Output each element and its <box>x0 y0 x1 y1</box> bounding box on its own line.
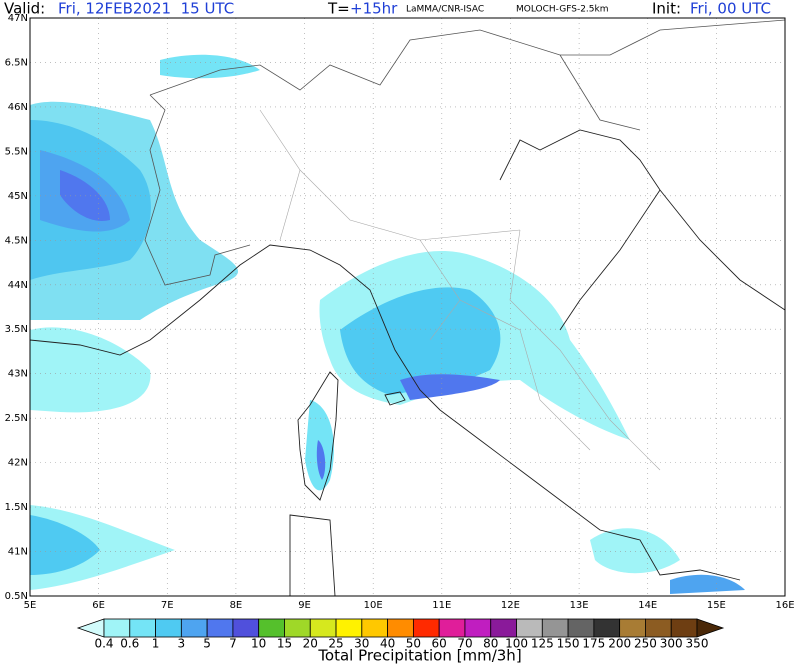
colorbar-label: 175 <box>582 637 605 651</box>
colorbar-label: 3 <box>178 637 186 651</box>
colorbar-box <box>541 618 569 638</box>
lat-label: 4.5N <box>5 235 28 246</box>
colorbar-label: 80 <box>483 637 498 651</box>
colorbar-box <box>670 618 698 638</box>
lat-label: 42N <box>8 458 28 469</box>
colorbar: 0.4 0.6 1 3 5 7 10 15 20 25 30 40 50 60 70 80 100 125 150 1… <box>76 618 725 651</box>
colorbar-label: 250 <box>634 637 657 651</box>
colorbar-label: 15 <box>277 637 292 651</box>
institute: LaMMA/CNR-ISAC <box>406 5 484 15</box>
map <box>29 17 786 597</box>
lat-label: 0.5N <box>5 591 28 602</box>
colorbar-label: 100 <box>505 637 528 651</box>
lat-label: 43N <box>8 369 28 380</box>
colorbar-label: 70 <box>457 637 472 651</box>
colorbar-box <box>490 618 517 638</box>
colorbar-box <box>412 618 440 638</box>
lat-label: 1.5N <box>5 502 28 513</box>
colorbar-box <box>593 618 621 638</box>
colorbar-label: 150 <box>557 637 580 651</box>
lon-label: 10E <box>364 600 383 611</box>
colorbar-box <box>206 618 234 638</box>
colorbar-box <box>103 618 131 638</box>
colorbar-box <box>387 618 414 638</box>
corsica <box>297 371 339 501</box>
lon-label: 13E <box>570 600 589 611</box>
colorbar-box <box>309 618 337 638</box>
colorbar-label: 1 <box>152 637 160 651</box>
colorbar-label: 40 <box>380 637 395 651</box>
colorbar-box <box>645 618 672 638</box>
lat-label: 45N <box>8 191 28 202</box>
lat-label: 3.5N <box>5 324 28 335</box>
colorbar-box <box>567 618 595 638</box>
colorbar-box <box>438 618 466 638</box>
valid-time: Fri, 12FEB2021 15 UTC <box>58 0 234 18</box>
region-border <box>259 109 661 471</box>
country-border <box>144 19 786 286</box>
colorbar-box <box>284 618 311 638</box>
colorbar-box <box>361 618 389 638</box>
colorbar-box <box>619 618 646 638</box>
colorbar-label: 7 <box>229 637 237 651</box>
lon-label: 16E <box>775 600 794 611</box>
lead-time: +15hr <box>350 0 398 18</box>
graticule <box>30 18 785 596</box>
init-time: Fri, 00 UTC <box>690 0 771 18</box>
colorbar-low-triangle <box>76 618 105 638</box>
lon-label: 14E <box>638 600 657 611</box>
coastline <box>29 129 786 581</box>
lat-label: 46N <box>8 102 28 113</box>
lat-label: 5.5N <box>5 146 28 157</box>
lon-label: 11E <box>432 600 451 611</box>
colorbar-label: 5 <box>203 637 211 651</box>
colorbar-label: 0.6 <box>120 637 139 651</box>
lon-label: 15E <box>707 600 726 611</box>
colorbar-label: 60 <box>432 637 447 651</box>
lon-label: 9E <box>298 600 311 611</box>
colorbar-label: 200 <box>608 637 631 651</box>
colorbar-box <box>516 618 543 638</box>
lat-label: 47N <box>8 13 28 24</box>
colorbar-label: 30 <box>354 637 369 651</box>
colorbar-high-triangle <box>696 618 725 638</box>
lead-label: T= <box>327 0 350 18</box>
colorbar-label: 50 <box>406 637 421 651</box>
precipitation-field <box>30 54 745 594</box>
colorbar-label: 125 <box>531 637 554 651</box>
colorbar-label: 25 <box>328 637 343 651</box>
colorbar-box <box>232 618 260 638</box>
colorbar-box <box>335 618 363 638</box>
init-label: Init: <box>652 0 681 18</box>
lat-label: 2.5N <box>5 413 28 424</box>
colorbar-label: 350 <box>686 637 709 651</box>
lon-label: 7E <box>161 600 174 611</box>
colorbar-box <box>180 618 208 638</box>
lon-label: 8E <box>230 600 243 611</box>
valid-label: Valid: <box>4 0 45 18</box>
colorbar-box <box>258 618 285 638</box>
elba <box>384 391 406 406</box>
colorbar-label: 0.4 <box>94 637 113 651</box>
lon-label: 12E <box>501 600 520 611</box>
lat-label: 41N <box>8 547 28 558</box>
colorbar-box <box>129 618 156 638</box>
colorbar-box <box>464 618 492 638</box>
sardinia <box>289 514 336 597</box>
colorbar-label: 20 <box>303 637 318 651</box>
colorbar-box <box>155 618 182 638</box>
model: MOLOCH-GFS-2.5km <box>516 5 609 15</box>
lat-label: 44N <box>8 280 28 291</box>
colorbar-title: Total Precipitation [mm/3h] <box>317 647 521 664</box>
lon-label: 6E <box>92 600 105 611</box>
lat-label: 6.5N <box>5 57 28 68</box>
colorbar-label: 10 <box>251 637 266 651</box>
lon-label: 5E <box>24 600 37 611</box>
map-frame <box>29 17 786 597</box>
colorbar-label: 300 <box>660 637 683 651</box>
